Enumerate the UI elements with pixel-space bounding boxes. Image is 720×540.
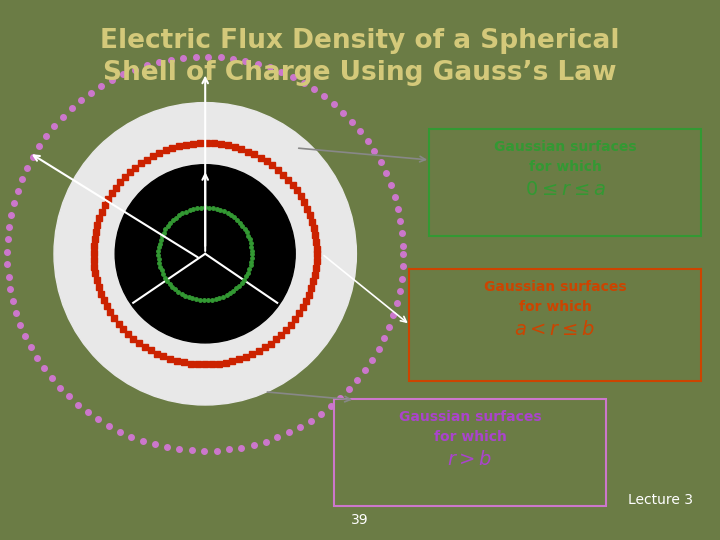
Text: for which: for which: [528, 160, 601, 174]
Ellipse shape: [115, 165, 295, 343]
Text: $r > b$: $r > b$: [447, 450, 492, 469]
Text: Lecture 3: Lecture 3: [628, 493, 693, 507]
Text: $a < r \leq b$: $a < r \leq b$: [514, 320, 595, 339]
Text: Gaussian surfaces: Gaussian surfaces: [399, 410, 541, 424]
Text: for which: for which: [433, 430, 506, 444]
Text: Shell of Charge Using Gauss’s Law: Shell of Charge Using Gauss’s Law: [103, 60, 617, 86]
Text: $0 \leq r \leq a$: $0 \leq r \leq a$: [524, 180, 606, 199]
Text: for which: for which: [518, 300, 591, 314]
Text: 39: 39: [351, 513, 369, 527]
Text: Gaussian surfaces: Gaussian surfaces: [484, 280, 626, 294]
Text: Gaussian surfaces: Gaussian surfaces: [494, 140, 636, 154]
Text: Electric Flux Density of a Spherical: Electric Flux Density of a Spherical: [100, 28, 620, 54]
FancyBboxPatch shape: [409, 269, 701, 381]
Ellipse shape: [54, 103, 356, 405]
FancyBboxPatch shape: [334, 399, 606, 506]
FancyBboxPatch shape: [429, 129, 701, 236]
